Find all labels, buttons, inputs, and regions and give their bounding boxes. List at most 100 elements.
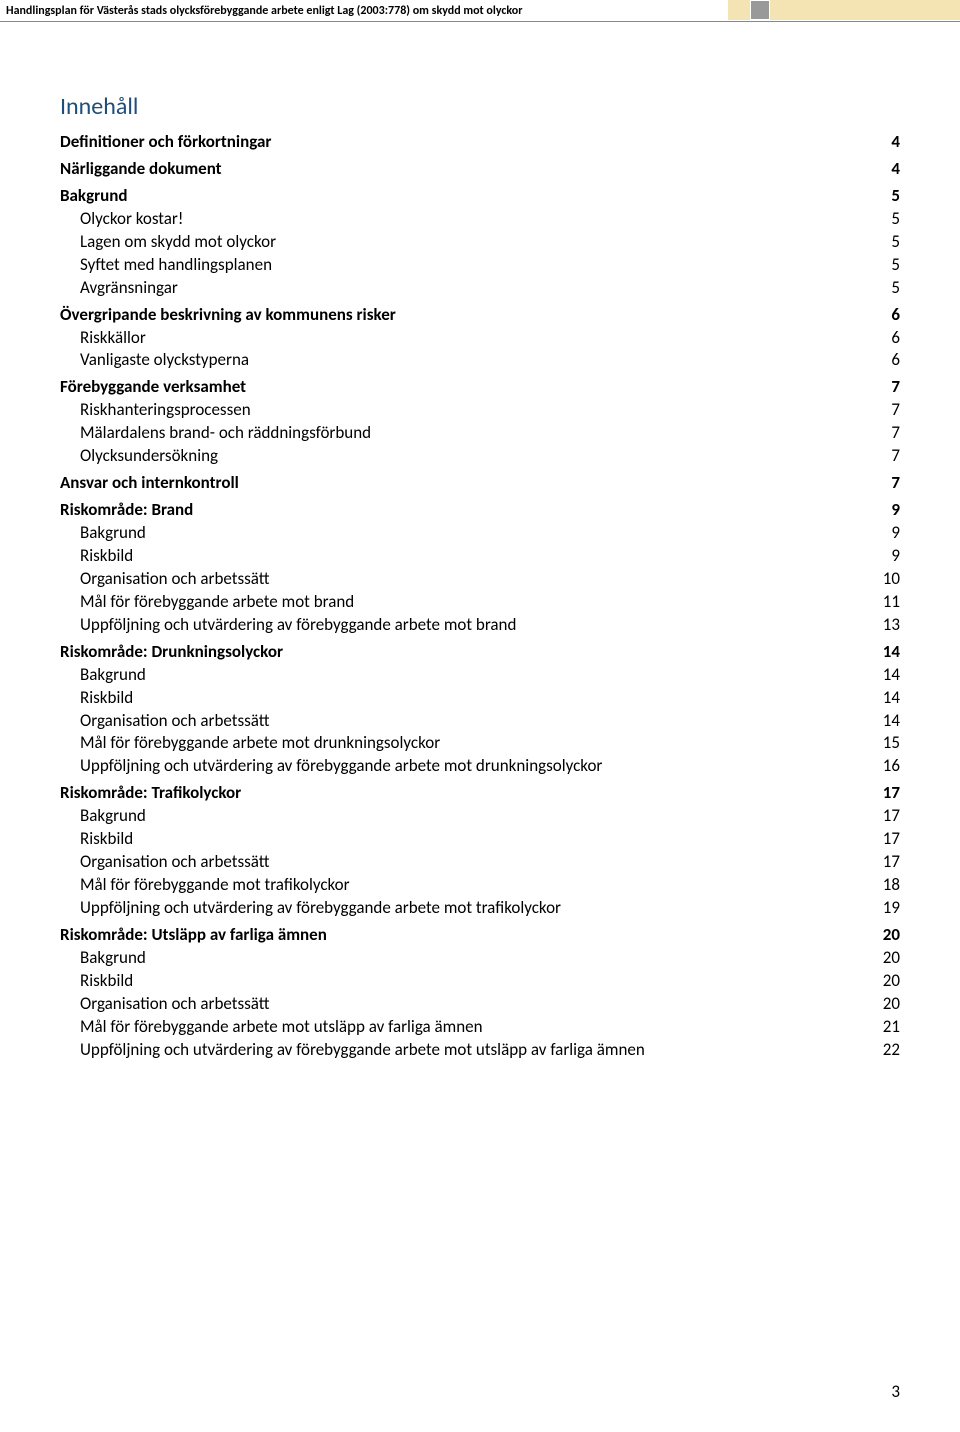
toc-row: Förebyggande verksamhet7 — [60, 376, 900, 399]
toc-page: 21 — [883, 1016, 900, 1039]
toc-page: 22 — [883, 1039, 900, 1062]
toc-page: 17 — [883, 805, 900, 828]
toc-row: Avgränsningar 5 — [60, 277, 900, 300]
header-block-beige-wide — [770, 0, 960, 20]
toc-row: Bakgrund 9 — [60, 522, 900, 545]
toc-page: 7 — [891, 422, 900, 445]
toc-container: Definitioner och förkortningar4Närliggan… — [60, 131, 900, 1062]
toc-page: 4 — [891, 158, 900, 181]
toc-label: Bakgrund — [60, 522, 146, 545]
toc-label: Organisation och arbetssätt — [60, 993, 270, 1016]
toc-row: Organisation och arbetssätt 17 — [60, 851, 900, 874]
toc-label: Bakgrund — [60, 805, 146, 828]
toc-row: Organisation och arbetssätt 20 — [60, 993, 900, 1016]
toc-page: 17 — [883, 828, 900, 851]
toc-page: 5 — [891, 231, 900, 254]
toc-row: Bakgrund5 — [60, 185, 900, 208]
toc-row: Närliggande dokument4 — [60, 158, 900, 181]
toc-row: Riskområde: Trafikolyckor17 — [60, 782, 900, 805]
toc-label: Vanligaste olyckstyperna — [60, 349, 249, 372]
toc-label: Mål för förebyggande mot trafikolyckor — [60, 874, 350, 897]
toc-label: Mål för förebyggande arbete mot drunknin… — [60, 732, 440, 755]
toc-row: Övergripande beskrivning av kommunens ri… — [60, 304, 900, 327]
toc-page: 9 — [891, 522, 900, 545]
toc-row: Bakgrund14 — [60, 664, 900, 687]
toc-label: Uppföljning och utvärdering av förebygga… — [60, 755, 602, 778]
toc-label: Riskkällor — [60, 327, 146, 350]
toc-row: Mälardalens brand- och räddningsförbund 7 — [60, 422, 900, 445]
toc-label: Organisation och arbetssätt — [60, 851, 270, 874]
toc-label: Övergripande beskrivning av kommunens ri… — [60, 304, 396, 327]
toc-row: Uppföljning och utvärdering av förebygga… — [60, 1039, 900, 1062]
toc-page: 5 — [891, 185, 900, 208]
toc-page: 5 — [891, 208, 900, 231]
toc-page: 17 — [883, 851, 900, 874]
toc-row: Mål för förebyggande mot trafikolyckor 18 — [60, 874, 900, 897]
toc-label: Uppföljning och utvärdering av förebygga… — [60, 1039, 645, 1062]
toc-page: 15 — [883, 732, 900, 755]
toc-page: 19 — [883, 897, 900, 920]
toc-label: Organisation och arbetssätt — [60, 710, 270, 733]
toc-row: Lagen om skydd mot olyckor 5 — [60, 231, 900, 254]
toc-page: 20 — [883, 993, 900, 1016]
toc-row: Mål för förebyggande arbete mot brand 11 — [60, 591, 900, 614]
toc-label: Riskbild — [60, 687, 133, 710]
toc-page: 6 — [891, 304, 900, 327]
toc-page: 16 — [883, 755, 900, 778]
toc-label: Mälardalens brand- och räddningsförbund — [60, 422, 371, 445]
toc-row: Riskområde: Drunkningsolyckor 14 — [60, 641, 900, 664]
toc-label: Definitioner och förkortningar — [60, 131, 271, 154]
toc-label: Riskhanteringsprocessen — [60, 399, 251, 422]
toc-label: Riskområde: Brand — [60, 499, 193, 522]
toc-page: 18 — [883, 874, 900, 897]
toc-label: Olycksundersökning — [60, 445, 218, 468]
toc-label: Bakgrund — [60, 664, 146, 687]
toc-row: Syftet med handlingsplanen5 — [60, 254, 900, 277]
toc-label: Mål för förebyggande arbete mot brand — [60, 591, 354, 614]
toc-row: Olycksundersökning 7 — [60, 445, 900, 468]
toc-label: Riskbild — [60, 828, 133, 851]
toc-label: Avgränsningar — [60, 277, 178, 300]
toc-row: Riskkällor6 — [60, 327, 900, 350]
toc-label: Riskområde: Drunkningsolyckor — [60, 641, 283, 664]
toc-label: Riskbild — [60, 545, 133, 568]
toc-label: Bakgrund — [60, 947, 146, 970]
header-block-gray — [751, 1, 769, 19]
toc-row: Riskbild20 — [60, 970, 900, 993]
toc-page: 7 — [891, 472, 900, 495]
toc-row: Organisation och arbetssätt 10 — [60, 568, 900, 591]
page-number: 3 — [891, 1381, 900, 1402]
toc-label: Lagen om skydd mot olyckor — [60, 231, 276, 254]
header-color-blocks — [728, 0, 960, 21]
toc-page: 13 — [883, 614, 900, 637]
toc-row: Riskområde: Brand9 — [60, 499, 900, 522]
toc-label: Ansvar och internkontroll — [60, 472, 239, 495]
toc-label: Organisation och arbetssätt — [60, 568, 270, 591]
toc-page: 11 — [883, 591, 900, 614]
toc-title: Innehåll — [60, 92, 900, 121]
page-header: Handlingsplan för Västerås stads olycksf… — [0, 0, 960, 22]
toc-label: Syftet med handlingsplanen — [60, 254, 272, 277]
toc-page: 4 — [891, 131, 900, 154]
toc-page: 14 — [883, 710, 900, 733]
toc-row: Uppföljning och utvärdering av förebygga… — [60, 755, 900, 778]
toc-label: Uppföljning och utvärdering av förebygga… — [60, 614, 516, 637]
toc-row: Uppföljning och utvärdering av förebygga… — [60, 897, 900, 920]
toc-row: Uppföljning och utvärdering av förebygga… — [60, 614, 900, 637]
toc-row: Bakgrund 17 — [60, 805, 900, 828]
toc-row: Organisation och arbetssätt 14 — [60, 710, 900, 733]
toc-row: Olyckor kostar!5 — [60, 208, 900, 231]
toc-page: 14 — [883, 641, 900, 664]
toc-page: 5 — [891, 277, 900, 300]
content-area: Innehåll Definitioner och förkortningar 4… — [0, 22, 960, 1062]
toc-page: 9 — [891, 545, 900, 568]
toc-page: 7 — [891, 445, 900, 468]
toc-row: Riskbild 17 — [60, 828, 900, 851]
toc-page: 10 — [883, 568, 900, 591]
toc-row: Riskhanteringsprocessen7 — [60, 399, 900, 422]
toc-row: Riskbild14 — [60, 687, 900, 710]
header-text: Handlingsplan för Västerås stads olycksf… — [0, 4, 523, 18]
toc-row: Riskbild 9 — [60, 545, 900, 568]
toc-row: Definitioner och förkortningar 4 — [60, 131, 900, 154]
toc-row: Ansvar och internkontroll 7 — [60, 472, 900, 495]
